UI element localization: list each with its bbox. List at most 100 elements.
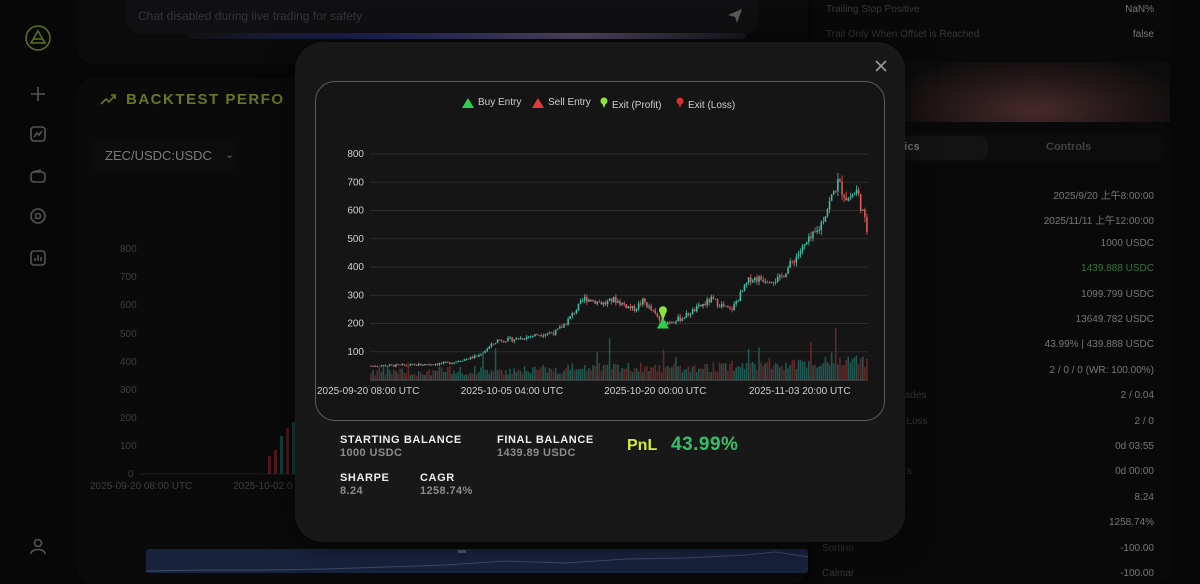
candle-body [604,302,607,305]
volume-bar [743,369,746,380]
candle-body [623,302,625,305]
candle-body [536,334,538,336]
metric-value: 2 / 0 [1134,415,1154,427]
volume-bar [453,370,455,380]
volume-bar [845,359,847,380]
sharpe-label: SHARPE [340,472,390,484]
candle-body [727,305,729,308]
volume-bar [646,365,648,380]
candle-body [457,361,459,363]
candle-body [633,305,636,311]
candle-body [424,364,426,366]
volume-bar [747,348,750,380]
volume-bar [451,373,453,380]
volume-bar [704,364,706,380]
candle-body [540,335,542,337]
candle-body [725,305,727,307]
volume-bar [725,363,727,380]
candle-body [478,354,480,357]
close-icon[interactable] [872,57,890,75]
candle-body [492,343,495,345]
chart-icon[interactable] [24,120,52,148]
tab-controls[interactable]: Controls [1046,141,1092,153]
volume-bar [772,365,775,380]
user-icon[interactable] [24,532,52,560]
candle-body [845,197,847,201]
pair-select[interactable] [90,140,238,172]
volume-bar [830,352,833,380]
volume-bar [841,365,843,380]
volume-bar [444,372,447,380]
volume-bar [666,365,669,380]
volume-bar [737,366,740,380]
config-label: Trail Only When Offset is Reached [826,29,980,40]
stats-icon[interactable] [24,244,52,272]
candle-body [571,313,574,317]
volume-bar [662,349,665,380]
candle-body [652,309,654,311]
y-tick-label: 100 [347,347,364,358]
sharpe-value: 8.24 [340,485,364,497]
candle-body [712,296,715,299]
candle-body [577,303,580,311]
volume-bar [548,367,551,380]
legend-buy-entry[interactable]: Buy Entry [462,97,521,108]
final-balance-value: 1439.89 USDC [497,447,576,459]
legend-exit-profit[interactable]: Exit (Profit) [600,94,661,111]
buy-entry-marker [656,317,669,329]
volume-bar [733,370,735,380]
volume-bar [461,373,464,380]
candle-body [534,334,536,336]
candle-body [739,292,742,302]
chat-input[interactable] [126,0,758,34]
volume-bar [426,371,428,380]
volume-bar [720,363,723,380]
candle-body [675,321,677,323]
volume-bar [382,366,385,380]
plus-icon[interactable] [24,80,52,108]
volume-bar [673,363,675,380]
candle-body [430,364,432,366]
legend-exit-loss[interactable]: Exit (Loss) [676,94,735,111]
sell-triangle-icon [532,97,544,108]
candle-body [772,282,775,284]
volume-bar [430,375,432,380]
volume-bar [534,366,536,380]
volume-bar [446,367,449,380]
candle-body [471,356,474,359]
candle-body [691,309,694,315]
send-icon[interactable] [726,7,744,30]
candle-body [546,333,549,335]
candle-body [449,362,451,365]
legend-sell-entry[interactable]: Sell Entry [532,97,591,108]
candlestick-chart[interactable]: 100 200 300 400 500 600 700 800 2025-09-20 08:00… [315,140,885,405]
volume-bar [571,363,574,380]
candle-body [525,336,528,340]
volume-bar [832,363,835,380]
candle-body [374,365,376,367]
target-icon[interactable] [24,202,52,230]
volume-bar [523,366,526,380]
volume-bar [550,368,553,380]
candle-body [567,319,569,325]
volume-bar [774,363,777,380]
volume-bar [741,363,744,380]
candle-body [625,304,627,308]
exit-loss-pin-icon [676,97,684,108]
volume-bar [415,375,418,380]
wallet-icon[interactable] [24,162,52,190]
logo-icon[interactable] [24,24,52,52]
time-range-navigator[interactable] [146,549,808,573]
volume-bar [577,369,580,380]
volume-bar [654,364,657,380]
volume-bar [519,370,522,380]
candle-body [642,298,644,305]
volume-bar [866,358,868,380]
candle-body [442,362,445,364]
candle-body [586,296,588,302]
volume-bar [745,362,748,380]
x-tick-label: 2025-11-03 20:00 UTC [749,386,851,397]
candle-body [463,359,466,361]
volume-bar [835,328,837,380]
volume-bar [484,369,486,380]
